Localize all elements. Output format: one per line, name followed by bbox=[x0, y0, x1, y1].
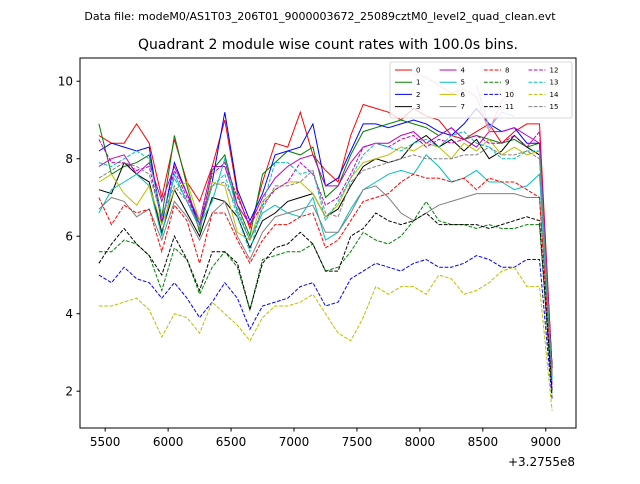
legend-entry-14: 14 bbox=[528, 91, 559, 99]
series-line-2 bbox=[98, 107, 553, 368]
y-tick-label: 10 bbox=[58, 75, 73, 89]
y-tick-label: 6 bbox=[65, 230, 73, 244]
x-tick-label: 9000 bbox=[531, 435, 562, 449]
y-tick-label: 8 bbox=[65, 152, 73, 166]
y-axis: 2 4 6 8 10 bbox=[58, 75, 80, 399]
legend-label: 12 bbox=[550, 67, 559, 75]
x-tick-label: 6500 bbox=[216, 435, 247, 449]
series-line-11 bbox=[98, 212, 553, 392]
legend-label: 11 bbox=[505, 103, 514, 111]
series-line-8 bbox=[98, 173, 553, 388]
legend-entry-11: 11 bbox=[484, 103, 514, 111]
legend-box bbox=[389, 61, 573, 119]
series-line-12 bbox=[98, 130, 553, 376]
x-tick-label: 7500 bbox=[342, 435, 373, 449]
legend-entry-8: 8 bbox=[484, 67, 509, 75]
legend-entry-2: 2 bbox=[395, 91, 420, 99]
x-tick-label: 6000 bbox=[153, 435, 184, 449]
legend-label: 15 bbox=[550, 103, 559, 111]
x-tick-label: 5500 bbox=[90, 435, 121, 449]
chart-title: Quadrant 2 module wise count rates with … bbox=[138, 37, 518, 53]
series-line-15 bbox=[98, 146, 553, 376]
series-line-13 bbox=[98, 131, 553, 380]
legend-entry-12: 12 bbox=[528, 67, 559, 75]
legend-entry-9: 9 bbox=[484, 79, 509, 87]
legend-entry-3: 3 bbox=[395, 103, 420, 111]
legend-entry-5: 5 bbox=[439, 79, 465, 87]
series-line-10 bbox=[98, 255, 553, 399]
x-tick-label: 8500 bbox=[468, 435, 499, 449]
x-axis: 5500 6000 6500 7000 7500 8000 8500 9000 bbox=[90, 428, 561, 449]
legend-entry-10: 10 bbox=[484, 91, 514, 99]
legend-entry-1: 1 bbox=[395, 79, 420, 87]
legend-entry-4: 4 bbox=[439, 67, 466, 75]
legend-label: 0 bbox=[416, 67, 420, 75]
y-tick-label: 2 bbox=[65, 385, 73, 399]
series-line-6 bbox=[98, 138, 553, 376]
data-file-label: Data file: modeM0/AS1T03_206T01_90000036… bbox=[84, 10, 556, 23]
series-line-5 bbox=[98, 154, 553, 380]
legend-entry-0: 0 bbox=[395, 67, 420, 75]
legend-label: 6 bbox=[461, 91, 466, 99]
legend-entry-13: 13 bbox=[528, 79, 559, 87]
legend-label: 9 bbox=[505, 79, 509, 87]
legend-label: 3 bbox=[416, 103, 420, 111]
plot-lines bbox=[98, 73, 553, 411]
series-line-14 bbox=[98, 266, 553, 411]
legend-label: 1 bbox=[416, 79, 420, 87]
legend-label: 13 bbox=[550, 79, 559, 87]
legend-entry-6: 6 bbox=[439, 91, 466, 99]
legend-label: 14 bbox=[550, 91, 559, 99]
legend-entry-15: 15 bbox=[528, 103, 559, 111]
plot-frame bbox=[79, 57, 577, 429]
legend-entry-7: 7 bbox=[439, 103, 465, 111]
series-line-4 bbox=[98, 127, 553, 372]
x-tick-label: 8000 bbox=[405, 435, 436, 449]
legend-label: 5 bbox=[461, 79, 465, 87]
series-line-7 bbox=[98, 185, 553, 384]
x-offset-label: +3.2755e8 bbox=[508, 455, 575, 469]
x-tick-label: 7000 bbox=[279, 435, 310, 449]
series-line-1 bbox=[98, 119, 553, 376]
series-line-0 bbox=[98, 103, 553, 368]
y-tick-label: 4 bbox=[65, 307, 73, 321]
legend-label: 7 bbox=[461, 103, 465, 111]
legend-label: 8 bbox=[505, 67, 509, 75]
legend-label: 4 bbox=[461, 67, 466, 75]
legend-label: 10 bbox=[505, 91, 514, 99]
series-line-9 bbox=[98, 200, 553, 396]
legend-label: 2 bbox=[416, 91, 420, 99]
